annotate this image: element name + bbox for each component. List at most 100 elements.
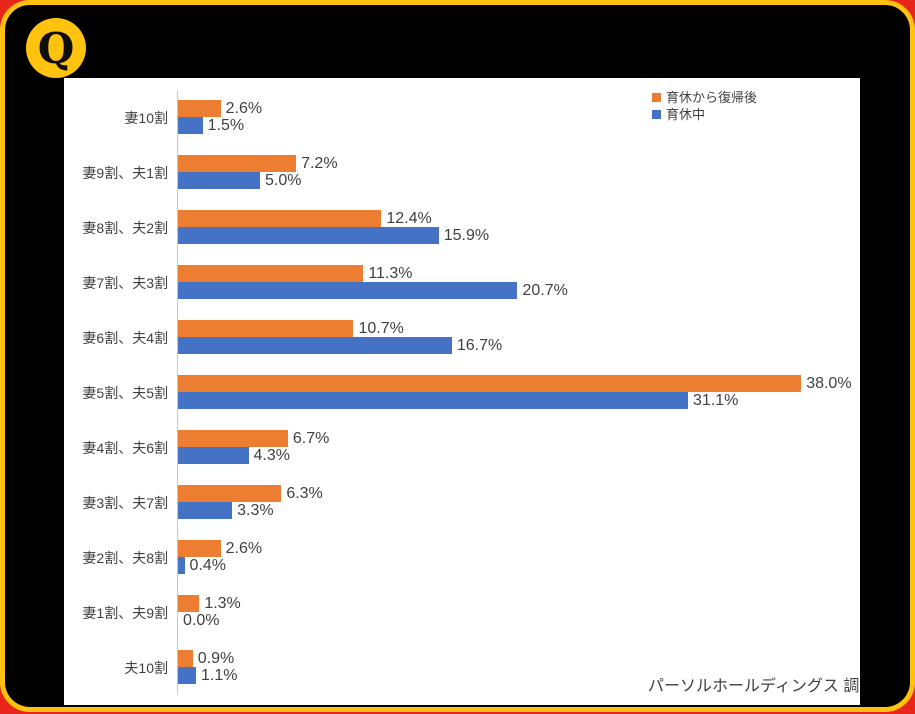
value-label: 10.7%	[358, 320, 404, 337]
bar-line: 0.0%	[178, 612, 850, 629]
bar-during-leave	[178, 282, 518, 299]
bar-during-leave	[178, 172, 260, 189]
category-label: 妻8割、夫2割	[82, 219, 168, 236]
legend-swatch-blue-icon	[652, 110, 661, 119]
value-label: 12.4%	[386, 210, 432, 227]
bar-after-return	[178, 430, 288, 447]
chart-row: 妻5割、夫5割 38.0% 31.1%	[82, 365, 852, 420]
bar-line: 7.2%	[178, 155, 850, 172]
chart-row: 妻1割、夫9割 1.3% 0.0%	[82, 585, 850, 640]
bar-line: 0.4%	[178, 557, 850, 574]
bar-after-return	[178, 210, 382, 227]
bar-after-return	[178, 595, 200, 612]
category-label: 夫10割	[124, 659, 168, 676]
bar-during-leave	[178, 337, 452, 354]
category-label: 妻7割、夫3割	[82, 274, 168, 291]
value-label: 0.9%	[197, 650, 235, 667]
bar-during-leave	[178, 502, 233, 519]
chart-row: 妻8割、夫2割 12.4% 15.9%	[82, 200, 850, 255]
legend-swatch-orange-icon	[652, 93, 661, 102]
bar-line: 38.0%	[178, 375, 852, 392]
bar-line: 2.6%	[178, 540, 850, 557]
chart-legend: 育休から復帰後 育休中	[652, 89, 757, 123]
chart-row: 妻9割、夫1割 7.2% 5.0%	[82, 145, 850, 200]
source-note: パーソルホールディングス 調	[648, 678, 860, 695]
bar-line: 1.1%	[178, 667, 850, 684]
value-label: 7.2%	[301, 155, 338, 172]
bar-after-return	[178, 375, 802, 392]
bar-line: 0.9%	[178, 650, 850, 667]
bar-during-leave	[178, 227, 439, 244]
category-label: 妻4割、夫6割	[82, 439, 168, 456]
chart-row: 妻3割、夫7割 6.3% 3.3%	[82, 475, 850, 530]
value-label: 3.3%	[237, 502, 274, 519]
bar-after-return	[178, 265, 364, 282]
bar-line: 31.1%	[178, 392, 850, 409]
bar-line: 2.6%	[178, 100, 850, 117]
bar-line: 11.3%	[178, 265, 850, 282]
legend-label-after-return: 育休から復帰後	[666, 90, 758, 105]
chart-row: 妻4割、夫6割 6.7% 4.3%	[82, 420, 850, 475]
bar-after-return	[178, 650, 193, 667]
chart-row: 妻6割、夫4割 10.7% 16.7%	[82, 310, 850, 365]
value-label: 16.7%	[456, 337, 503, 354]
value-label: 6.7%	[292, 430, 330, 447]
value-label: 11.3%	[368, 265, 413, 282]
value-label: 0.0%	[183, 612, 220, 629]
legend-label-during-leave: 育休中	[666, 107, 706, 122]
bar-line: 20.7%	[178, 282, 850, 299]
bar-line: 12.4%	[178, 210, 850, 227]
value-label: 1.5%	[207, 117, 245, 134]
bar-line: 5.0%	[178, 172, 850, 189]
bar-after-return	[178, 155, 297, 172]
bar-after-return	[178, 540, 221, 557]
value-label: 1.3%	[204, 595, 241, 612]
value-label: 15.9%	[443, 227, 490, 244]
category-label: 妻5割、夫5割	[82, 384, 168, 401]
bar-line: 15.9%	[178, 227, 850, 244]
bar-during-leave	[178, 392, 689, 409]
bar-line: 16.7%	[178, 337, 850, 354]
value-label: 38.0%	[806, 375, 852, 392]
bar-after-return	[178, 320, 354, 337]
value-label: 20.7%	[522, 282, 568, 299]
q-badge: Q	[26, 18, 86, 78]
bar-during-leave	[178, 447, 249, 464]
legend-item-after-return: 育休から復帰後	[652, 89, 757, 106]
bar-after-return	[178, 100, 221, 117]
bar-line: 1.3%	[178, 595, 850, 612]
bar-during-leave	[178, 667, 197, 684]
value-label: 5.0%	[265, 172, 302, 189]
bar-line: 1.5%	[178, 117, 850, 134]
category-label: 妻3割、夫7割	[82, 494, 168, 511]
value-label: 4.3%	[253, 447, 290, 464]
bar-plot: 妻10割 2.6% 1.5% 妻9割、夫1割 7.2% 5.0% 妻8割、夫2割 12.4% 1…	[82, 90, 852, 695]
bar-line: 6.7%	[178, 430, 850, 447]
bar-line: 6.3%	[178, 485, 850, 502]
value-label: 2.6%	[225, 540, 263, 557]
value-label: 2.6%	[225, 100, 263, 117]
bar-line: 3.3%	[178, 502, 850, 519]
bar-during-leave	[178, 117, 203, 134]
bar-after-return	[178, 485, 282, 502]
q-badge-label: Q	[37, 23, 75, 73]
category-label: 妻6割、夫4割	[82, 329, 168, 346]
chart-row: 妻2割、夫8割 2.6% 0.4%	[82, 530, 850, 585]
chart-row: 妻10割 2.6% 1.5%	[124, 90, 850, 145]
category-label: 妻9割、夫1割	[82, 164, 168, 181]
bar-line: 10.7%	[178, 320, 850, 337]
bar-line: 4.3%	[178, 447, 850, 464]
chart-row: 妻7割、夫3割 11.3% 20.7%	[82, 255, 850, 310]
value-label: 31.1%	[693, 392, 739, 409]
value-label: 0.4%	[189, 557, 227, 574]
value-label: 1.1%	[201, 667, 238, 684]
legend-item-during-leave: 育休中	[652, 106, 757, 123]
category-label: 妻2割、夫8割	[82, 549, 168, 566]
chart-panel: 育休から復帰後 育休中 妻10割 2.6% 1.5% 妻9割、夫1割 7.2% 5.0% 妻…	[64, 78, 860, 705]
value-label: 6.3%	[286, 485, 323, 502]
category-label: 妻10割	[124, 109, 168, 126]
chart-row: 夫10割 0.9% 1.1%	[124, 640, 850, 695]
category-label: 妻1割、夫9割	[82, 604, 168, 621]
bar-during-leave	[178, 557, 185, 574]
